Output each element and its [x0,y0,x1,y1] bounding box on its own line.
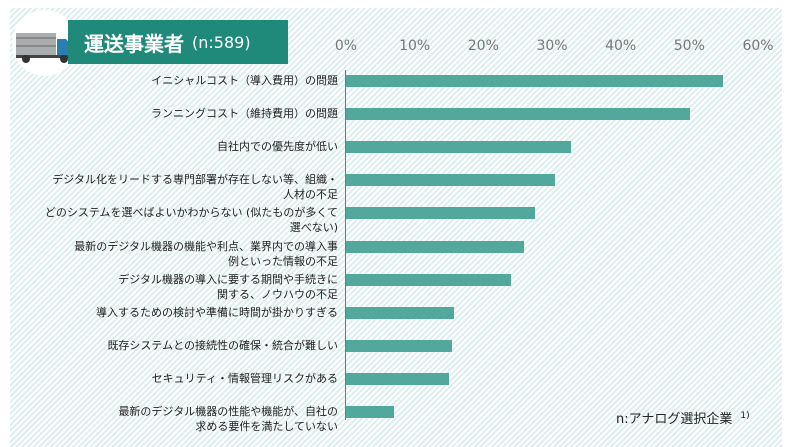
bar [346,406,395,418]
category-label: デジタル機器の導入に要する期間や手続きに 関する、ノウハウの不足 [118,272,338,302]
category-label-line: 例といった情報の不足 [228,254,338,268]
bar [346,141,571,154]
x-tick-label: 30% [536,38,568,54]
bar [346,240,524,253]
footnote: n:アナログ選択企業 1) [616,408,750,427]
category-label: デジタル化をリードする専門部署が存在しない等、組織・ 人材の不足 [52,172,338,202]
category-label-line: 選べない) [289,221,338,235]
truck-icon [16,33,73,63]
x-tick-label: 50% [673,38,705,54]
category-label-line: 求める要件を満たしていない [195,420,338,433]
category-label: 自社内での優先度が低い [217,139,338,154]
bar [346,306,455,319]
x-tick-label: 60% [742,38,774,54]
category-label-line: 既存システムとの接続性の確保・統合が難しい [107,338,338,352]
category-label-line: デジタル機器の導入に要する期間や手続きに [118,272,338,286]
footnote-text: n:アナログ選択企業 [616,412,733,427]
category-label: イニシャルコスト（導入費用）の問題 [151,73,338,88]
y-axis-line [345,70,346,420]
category-label: 既存システムとの接続性の確保・統合が難しい [107,338,338,353]
category-label: ランニングコスト（維持費用）の問題 [151,106,338,121]
category-label: 導入するための検討や準備に時間が掛かりすぎる [96,305,338,320]
x-tick-label: 40% [605,38,637,54]
sample-size: (n:589) [192,32,251,52]
category-label-line: 最新のデジタル機器の機能や利点、業界内での導入事 [74,239,338,253]
category-label-line: ランニングコスト（維持費用）の問題 [151,107,338,121]
bar [346,75,723,87]
footnote-ref: 1) [740,410,750,421]
category-label-line: 人材の不足 [283,188,338,202]
x-tick-label: 0% [334,38,358,54]
category-label-line: イニシャルコスト（導入費用）の問題 [151,74,338,87]
bar [346,174,556,187]
category-label-line: 導入するための検討や準備に時間が掛かりすぎる [96,305,338,319]
category-label-line: デジタル化をリードする専門部署が存在しない等、組織・ [52,173,338,187]
category-label: 最新のデジタル機器の機能や利点、業界内での導入事 例といった情報の不足 [74,239,338,269]
bar [346,339,452,352]
bar [346,372,449,385]
category-label-line: どのシステムを選べばよいかわからない (似たものが多くて [44,206,338,220]
category-label-line: 自社内での優先度が低い [217,140,338,154]
category-label-line: セキュリティ・情報管理リスクがある [151,371,338,385]
category-label-line: 最新のデジタル機器の性能や機能が、自社の [118,405,338,418]
category-label: どのシステムを選べばよいかわからない (似たものが多くて 選べない) [45,205,338,235]
title-banner: 運送事業者 (n:589) [68,20,288,64]
bar [346,273,511,286]
category-label: 最新のデジタル機器の性能や機能が、自社の求める要件を満たしていない [118,404,338,434]
bar [346,108,691,121]
x-tick-label: 20% [467,38,499,54]
category-label: セキュリティ・情報管理リスクがある [152,371,338,386]
bar [346,207,535,220]
category-label-line: 関する、ノウハウの不足 [217,287,338,301]
x-tick-label: 10% [399,38,431,54]
chart-title: 運送事業者 [84,31,184,56]
